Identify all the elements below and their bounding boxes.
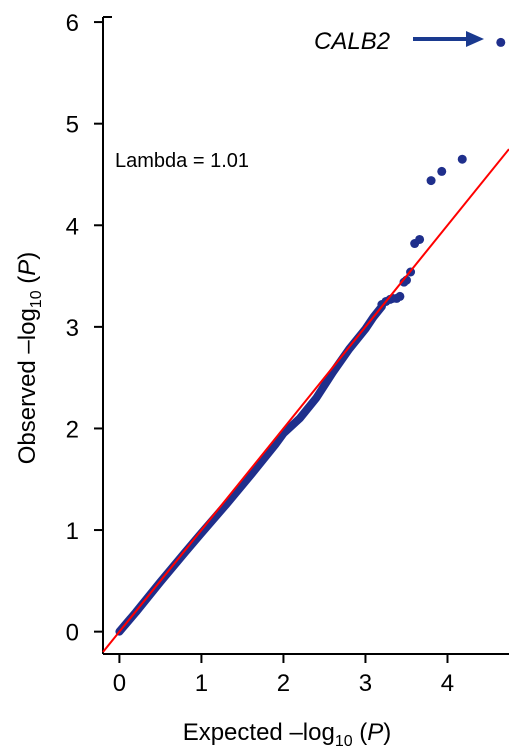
qq-point (437, 166, 447, 176)
x-tick-label: 1 (195, 670, 208, 697)
y-tick-label: 5 (66, 112, 79, 139)
x-ticks: 0 1 2 3 4 (113, 654, 454, 697)
arrow-icon (413, 31, 484, 47)
y-tick-label: 3 (66, 315, 79, 342)
plot-area (102, 37, 509, 653)
y-tick-label: 2 (66, 416, 79, 443)
reference-line (102, 148, 509, 653)
y-tick-label: 4 (66, 213, 79, 240)
axes (102, 16, 509, 655)
x-tick-label: 0 (113, 670, 126, 697)
gene-label: CALB2 (314, 28, 390, 55)
x-axis-title: Expected –log10 (P) (183, 719, 392, 749)
y-ticks: 0 1 2 3 4 5 6 (66, 10, 103, 647)
x-tick-label: 4 (441, 670, 454, 697)
x-tick-label: 3 (359, 670, 372, 697)
qq-point (426, 176, 436, 186)
qq-point (457, 154, 467, 164)
y-tick-label: 6 (66, 10, 79, 37)
y-tick-label: 1 (66, 518, 79, 545)
qq-point (415, 234, 425, 244)
lambda-annotation: Lambda = 1.01 (115, 150, 249, 172)
qq-point (395, 291, 405, 301)
y-tick-label: 0 (66, 620, 79, 647)
x-tick-label: 2 (277, 670, 290, 697)
qq-point (496, 37, 506, 47)
y-axis-title: Observed –log10 (P) (14, 252, 45, 465)
